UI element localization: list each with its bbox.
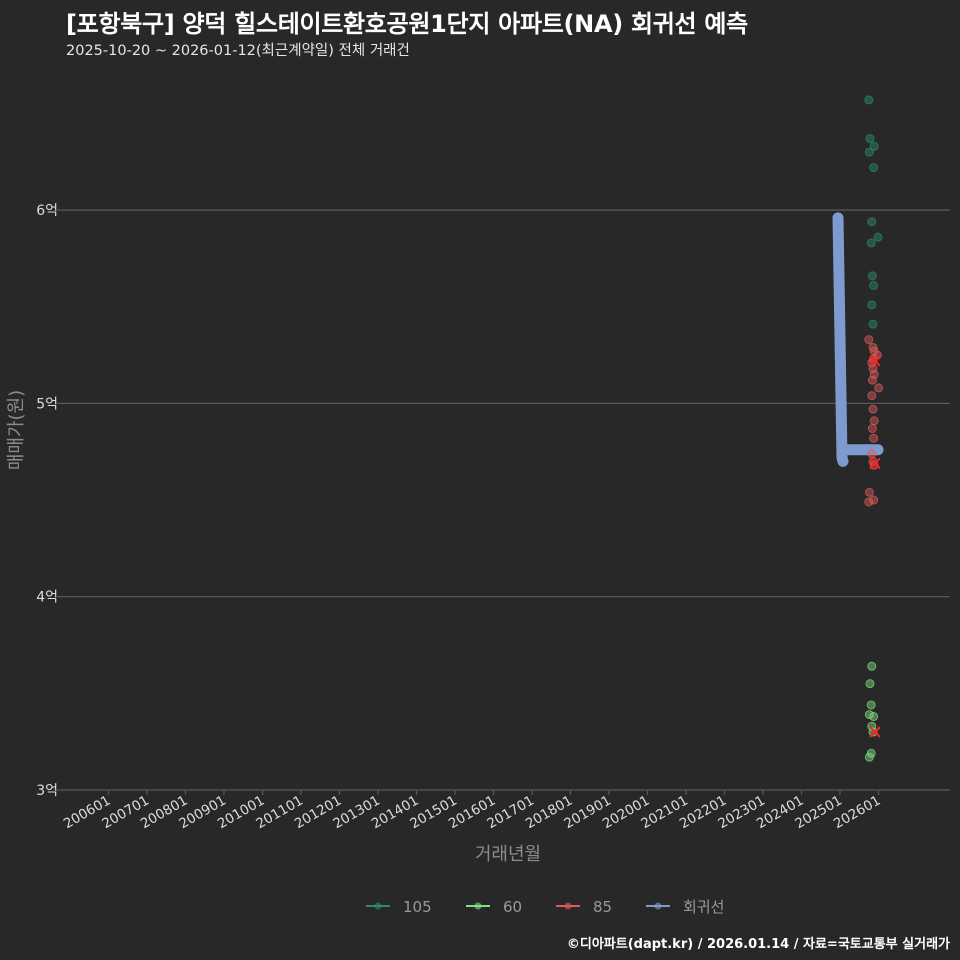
data-point-60: [867, 661, 877, 671]
data-point-105: [864, 147, 874, 157]
data-point-85: [869, 495, 879, 505]
data-point-85: [864, 487, 874, 497]
svg-text:85: 85: [593, 898, 612, 916]
y-axis-label: 매매가(원): [6, 390, 27, 470]
data-point-60: [865, 679, 875, 689]
footer-credit: ©디아파트(dapt.kr) / 2026.01.14 / 자료=국토교통부 실…: [566, 937, 950, 952]
data-point-105: [867, 217, 877, 227]
data-point-105: [868, 319, 878, 329]
legend-item-60: 60: [466, 898, 522, 916]
data-point-60: [864, 710, 874, 720]
prediction-x-mark: [869, 355, 881, 367]
data-point-85: [864, 335, 874, 345]
data-point-85: [874, 383, 884, 393]
data-point-105: [869, 141, 879, 151]
data-point-60: [869, 712, 879, 722]
svg-text:60: 60: [503, 898, 522, 916]
data-point-105: [866, 238, 876, 248]
svg-text:105: 105: [403, 898, 432, 916]
data-point-85: [869, 433, 879, 443]
data-point-105: [873, 232, 883, 242]
chart-subtitle: 2025-10-20 ~ 2026-01-12(최근계약일) 전체 거래건: [66, 43, 410, 59]
grid-lines: [62, 209, 950, 791]
data-point-105: [864, 95, 874, 105]
data-point-85: [867, 449, 877, 459]
x-axis-label: 거래년월: [475, 844, 541, 865]
data-points: [864, 95, 884, 762]
data-point-60: [866, 700, 876, 710]
y-tick-label: 4억: [36, 590, 58, 606]
data-point-60: [868, 727, 878, 737]
legend: 105 60 85 회귀선: [366, 898, 724, 916]
data-point-105: [869, 280, 879, 290]
data-point-105: [869, 163, 879, 173]
data-point-85: [864, 497, 874, 507]
prediction-cross-marks: [869, 355, 881, 738]
chart-title: [포항북구] 양덕 힐스테이트환호공원1단지 아파트(NA) 회귀선 예측: [66, 10, 748, 38]
data-point-105: [867, 300, 877, 310]
prediction-x-mark: [869, 457, 881, 470]
data-point-105: [867, 271, 877, 281]
data-point-85: [867, 391, 877, 401]
y-tick-label: 5억: [36, 396, 58, 412]
legend-item-105: 105: [366, 898, 432, 916]
data-point-85: [867, 424, 877, 434]
y-tick-label: 6억: [36, 203, 58, 219]
legend-item-85: 85: [556, 898, 612, 916]
data-point-85: [867, 375, 877, 385]
legend-item-회귀선: 회귀선: [646, 898, 724, 916]
data-point-85: [868, 404, 878, 414]
y-tick-label: 3억: [36, 783, 58, 799]
svg-text:회귀선: 회귀선: [683, 898, 724, 916]
data-point-60: [864, 752, 874, 762]
y-axis-ticks: 6억 5억 4억 3억: [36, 203, 62, 799]
data-point-105: [865, 134, 875, 144]
x-axis: 2006012007012008012009012010012011012012…: [61, 790, 884, 832]
data-point-85: [869, 416, 879, 426]
prediction-x-mark: [869, 726, 881, 738]
